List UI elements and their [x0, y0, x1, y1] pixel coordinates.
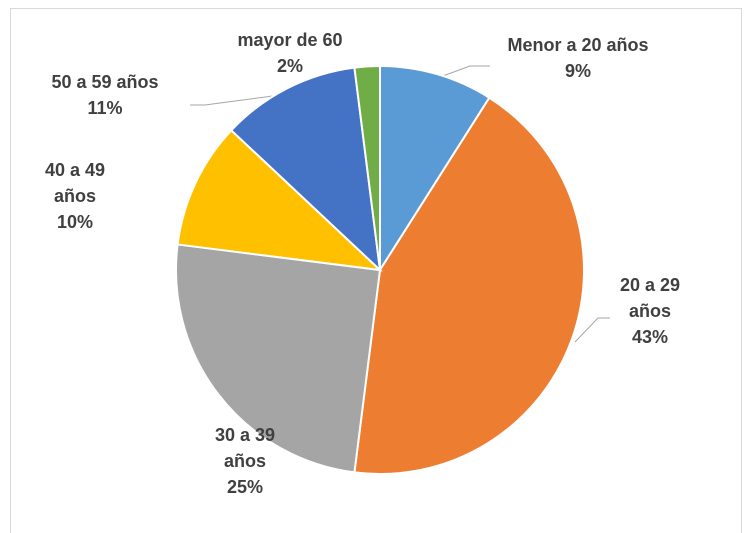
data-label: 30 a 39 años 25%	[195, 422, 295, 500]
pie-slice	[229, 66, 382, 273]
value-label: 25%	[226, 477, 264, 497]
pie-slice	[175, 243, 382, 474]
value-label: 10%	[56, 212, 94, 232]
value-label: 2%	[276, 56, 303, 76]
slices	[175, 64, 585, 475]
leader-line	[574, 317, 610, 343]
category-label: 30 a 39 años	[214, 425, 276, 471]
data-label: 20 a 29 años 43%	[600, 272, 700, 350]
data-label: mayor de 60 2%	[190, 27, 390, 79]
pie-slice	[353, 96, 585, 475]
category-label: Menor a 20 años	[507, 35, 649, 55]
category-label: 50 a 59 años	[51, 72, 159, 92]
pie-slice	[379, 64, 491, 274]
data-label: Menor a 20 años 9%	[468, 32, 688, 84]
data-label: 40 a 49 años 10%	[25, 157, 125, 235]
leader-line	[439, 65, 490, 78]
pie-slice	[176, 128, 383, 272]
chart-border	[10, 8, 742, 533]
pie-slice	[353, 64, 381, 271]
value-label: 11%	[87, 98, 123, 118]
value-label: 43%	[631, 327, 669, 347]
data-label: 50 a 59 años 11%	[0, 69, 215, 121]
value-label: 9%	[564, 61, 591, 81]
category-label: 20 a 29 años	[619, 275, 681, 321]
category-label: mayor de 60	[237, 30, 343, 50]
category-label: 40 a 49 años	[44, 160, 106, 206]
